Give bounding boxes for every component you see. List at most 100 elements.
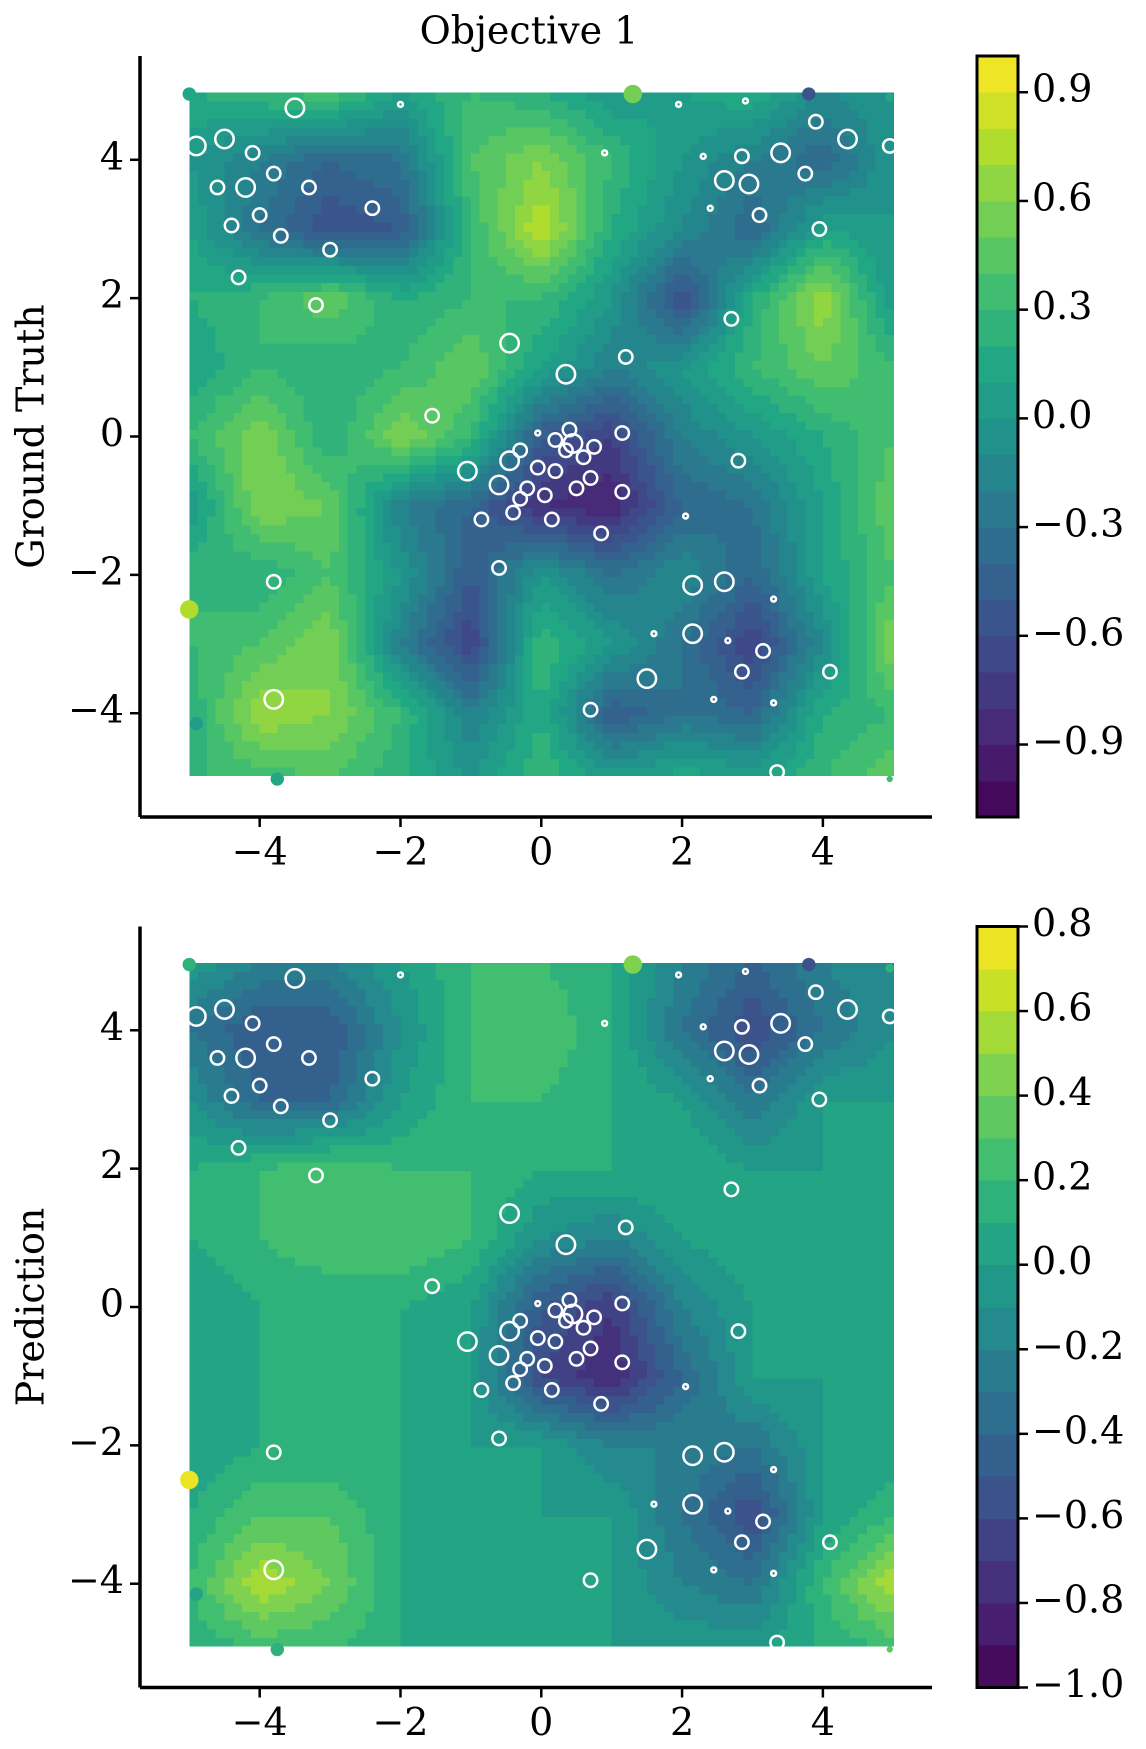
contour-cell <box>277 550 287 560</box>
contour-cell <box>550 351 560 361</box>
contour-cell <box>374 144 384 154</box>
contour-cell <box>594 291 604 301</box>
contour-cell <box>523 464 534 474</box>
contour-cell <box>338 637 349 647</box>
contour-cell <box>294 714 305 725</box>
contour-cell <box>611 92 622 102</box>
contour-cell <box>338 498 349 509</box>
contour-cell <box>532 671 542 681</box>
contour-cell <box>664 689 674 699</box>
contour-cell <box>391 118 402 128</box>
contour-cell <box>602 369 613 379</box>
contour-cell <box>312 438 322 448</box>
contour-cell <box>242 412 252 422</box>
contour-cell <box>576 671 586 681</box>
contour-cell <box>250 602 261 612</box>
contour-cell <box>347 732 358 742</box>
contour-cell <box>541 92 551 102</box>
contour-cell <box>506 325 516 336</box>
contour-cell <box>550 628 560 638</box>
contour-cell <box>374 291 384 301</box>
contour-cell <box>743 619 754 630</box>
contour-cell <box>708 109 718 119</box>
contour-cell <box>312 204 322 214</box>
contour-cell <box>294 758 305 768</box>
contour-cell <box>215 429 226 439</box>
contour-cell <box>400 446 410 457</box>
contour-cell <box>506 706 516 716</box>
contour-cell <box>453 533 463 543</box>
contour-cell <box>400 464 410 474</box>
contour-cell <box>699 135 710 145</box>
contour-cell <box>277 343 287 353</box>
contour-cell <box>514 196 525 206</box>
contour-cell <box>629 628 639 638</box>
contour-cell <box>347 619 358 630</box>
contour-cell <box>382 317 393 327</box>
contour-cell <box>550 663 560 673</box>
contour-cell <box>620 377 630 387</box>
contour-cell <box>435 524 446 534</box>
contour-cell <box>514 394 525 405</box>
contour-cell <box>356 758 366 768</box>
contour-cell <box>594 325 604 336</box>
contour-cell <box>426 213 437 223</box>
contour-cell <box>488 732 498 742</box>
contour-cell <box>673 403 683 413</box>
contour-cell <box>629 516 639 526</box>
contour-cell <box>224 343 234 353</box>
contour-cell <box>664 394 674 405</box>
contour-cell <box>682 446 692 457</box>
contour-cell <box>532 92 542 102</box>
contour-cell <box>690 178 701 189</box>
contour-cell <box>585 317 595 327</box>
contour-cell <box>497 152 507 163</box>
contour-cell <box>198 749 208 759</box>
contour-cell <box>382 628 393 638</box>
contour-cell <box>286 663 296 673</box>
contour-cell <box>620 187 630 197</box>
contour-cell <box>453 265 463 275</box>
contour-cell <box>338 144 349 154</box>
contour-cell <box>523 723 534 733</box>
contour-cell <box>673 542 683 552</box>
contour-cell <box>268 550 278 560</box>
contour-cell <box>646 585 657 595</box>
contour-cell <box>391 628 402 638</box>
contour-cell <box>294 732 305 742</box>
contour-cell <box>690 593 701 604</box>
contour-cell <box>646 394 657 405</box>
contour-cell <box>462 749 472 759</box>
contour-cell <box>435 516 446 526</box>
contour-cell <box>638 334 648 344</box>
contour-cell <box>374 663 384 673</box>
contour-cell <box>541 585 551 595</box>
contour-cell <box>470 663 481 673</box>
contour-cell <box>726 273 736 284</box>
contour-cell <box>717 152 727 163</box>
contour-cell <box>224 420 234 431</box>
contour-cell <box>312 412 322 422</box>
contour-cell <box>277 239 287 249</box>
contour-cell <box>523 308 534 318</box>
contour-cell <box>717 109 727 119</box>
contour-cell <box>286 126 296 137</box>
contour-cell <box>673 559 683 569</box>
contour-cell <box>400 369 410 379</box>
contour-cell <box>506 222 516 232</box>
contour-cell <box>347 524 358 534</box>
contour-cell <box>611 593 622 604</box>
contour-cell <box>206 628 217 638</box>
contour-cell <box>233 619 243 630</box>
contour-cell <box>277 369 287 379</box>
contour-cell <box>224 291 234 301</box>
contour-cell <box>391 542 402 552</box>
contour-cell <box>532 265 542 275</box>
contour-cell <box>462 152 472 163</box>
contour-cell <box>409 377 419 387</box>
contour-cell <box>699 420 710 431</box>
contour-cell <box>268 628 278 638</box>
contour-cell <box>259 420 270 431</box>
contour-cell <box>277 351 287 361</box>
contour-cell <box>655 516 666 526</box>
